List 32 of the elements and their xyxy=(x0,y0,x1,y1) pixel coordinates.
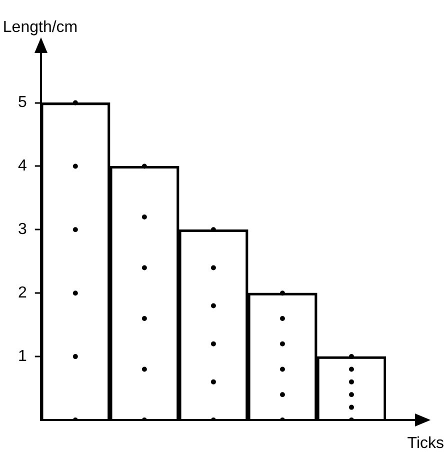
point xyxy=(72,100,78,106)
y-tick-label: 5 xyxy=(18,94,27,112)
point xyxy=(210,265,216,270)
y-tick-label: 3 xyxy=(18,221,27,238)
point xyxy=(280,392,285,398)
y-tick-label: 1 xyxy=(18,348,27,365)
point xyxy=(210,303,216,308)
y-tick-label: 2 xyxy=(18,284,27,302)
point xyxy=(72,290,78,296)
point xyxy=(142,366,147,372)
point xyxy=(348,379,354,384)
point xyxy=(348,354,354,360)
point xyxy=(142,214,147,220)
point xyxy=(348,392,354,398)
point xyxy=(210,227,216,232)
point xyxy=(280,316,285,321)
point xyxy=(280,341,285,346)
point xyxy=(142,265,147,270)
point xyxy=(72,164,78,169)
x-axis-title: Ticks xyxy=(407,435,444,452)
point xyxy=(280,366,285,372)
y-axis-title: Length/cm xyxy=(2,19,78,36)
point xyxy=(142,164,147,169)
point xyxy=(142,316,147,321)
point xyxy=(348,366,354,372)
point xyxy=(348,404,354,410)
point xyxy=(210,341,216,346)
point xyxy=(280,290,285,296)
point xyxy=(210,379,216,384)
point xyxy=(72,227,78,232)
point xyxy=(72,354,78,360)
y-tick-label: 4 xyxy=(18,158,27,175)
